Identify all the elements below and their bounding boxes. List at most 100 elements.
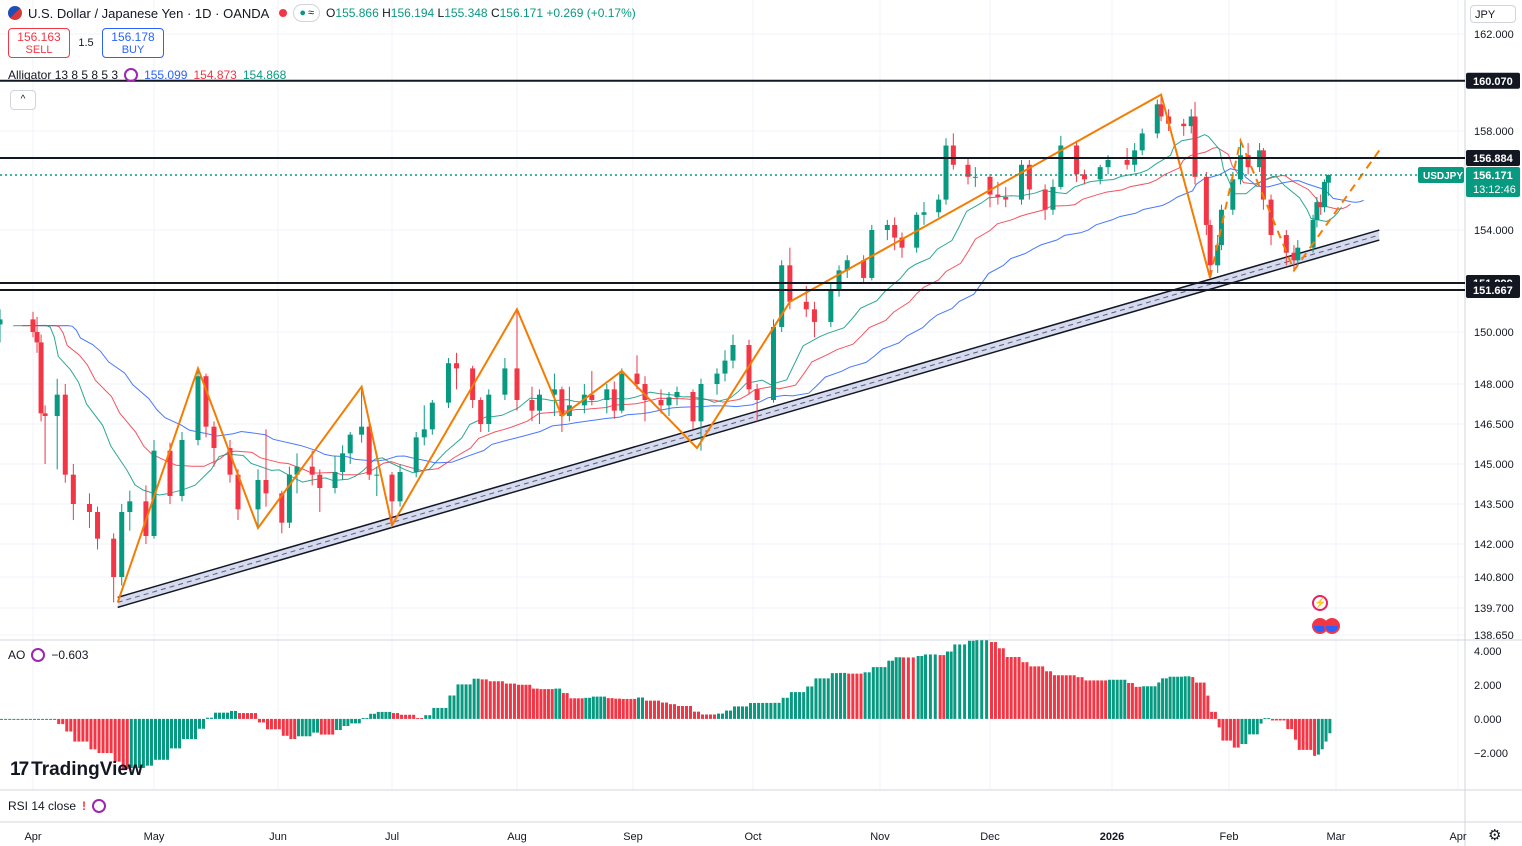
ao-bar	[121, 718, 125, 769]
candle-body	[551, 389, 557, 395]
ao-settings-icon[interactable]	[31, 648, 46, 662]
level-tag-label: 160.070	[1473, 76, 1513, 88]
ao-bar	[1293, 718, 1297, 740]
gear-icon[interactable]: ⚙	[1488, 827, 1502, 844]
ao-bar	[1092, 680, 1096, 719]
lightning-icon[interactable]: ⚡	[1312, 595, 1328, 611]
ao-bar	[584, 697, 588, 719]
candle-body	[666, 397, 672, 406]
ao-bar	[308, 718, 312, 737]
sell-button[interactable]: 156.163 SELL	[8, 28, 70, 58]
ao-bar	[0, 718, 3, 720]
indicator-settings-icon[interactable]	[124, 68, 139, 82]
ao-bar	[871, 667, 875, 719]
ao-bar	[512, 683, 516, 719]
ao-bar	[105, 718, 109, 754]
ao-bar	[753, 702, 757, 719]
candle-body	[836, 270, 842, 290]
open-label: O	[326, 6, 336, 20]
ao-bar	[1009, 657, 1013, 719]
alligator-lips-line	[13, 134, 1343, 496]
ao-bar	[335, 718, 338, 731]
ao-bar	[625, 698, 629, 719]
ao-bar	[633, 698, 637, 719]
candle-body	[332, 472, 338, 488]
ao-bar	[508, 683, 512, 719]
ao-bar	[573, 698, 577, 719]
ao-bar	[182, 718, 185, 740]
time-axis[interactable]: Apr May Jun Jul Aug Sep Oct Nov Dec 2026 Feb Mar Apr	[24, 831, 1466, 843]
ao-bar	[61, 718, 65, 725]
rsi-legend[interactable]: RSI 14 close !	[8, 799, 107, 813]
ao-bar	[137, 718, 141, 769]
ao-bar	[97, 718, 101, 754]
ao-bar	[1025, 662, 1029, 719]
symbol-title[interactable]: U.S. Dollar / Japanese Yen · 1D · OANDA	[28, 5, 270, 21]
candle-body	[1237, 155, 1243, 180]
alligator-legend[interactable]: Alligator 13 8 5 8 5 3 155.099 154.873 1…	[8, 68, 286, 82]
collapse-legend-button[interactable]: ^	[10, 90, 36, 110]
ao-bar	[198, 718, 201, 729]
ao-bar	[531, 688, 535, 719]
data-status-pill[interactable]: ● ≈	[293, 4, 321, 22]
price-axis[interactable]: 162.000 158.000 154.000 150.000 148.000 146.5…	[1474, 29, 1514, 642]
ao-bar	[942, 655, 946, 719]
ao-bar	[238, 713, 241, 719]
ao-bar	[1100, 680, 1104, 719]
ao-bar	[580, 698, 584, 719]
ao-bar	[354, 718, 357, 724]
candle-body	[1188, 116, 1194, 127]
currency-selector[interactable]: JPY	[1470, 5, 1516, 23]
ao-legend[interactable]: AO −0.603	[8, 648, 88, 662]
ao-bar	[350, 718, 354, 724]
ao-bar	[839, 672, 843, 719]
us-flag-icon[interactable]	[1324, 618, 1340, 634]
ao-bar	[653, 700, 656, 719]
ao-bar	[218, 712, 221, 719]
ao-bar	[701, 714, 704, 719]
rsi-settings-icon[interactable]	[92, 799, 107, 813]
candle-body	[811, 309, 817, 322]
ao-bar	[953, 644, 957, 719]
candle-body	[1154, 104, 1160, 134]
ao-bar	[975, 640, 979, 719]
candle-body	[366, 426, 372, 475]
trade-panel: 156.163 SELL 1.5 156.178 BUY	[8, 28, 164, 58]
market-status-icon[interactable]	[279, 9, 288, 17]
ao-bar	[657, 700, 660, 719]
ao-bar	[1005, 657, 1009, 719]
ao-bar	[911, 657, 915, 719]
ao-bar	[1130, 682, 1134, 719]
tradingview-logo[interactable]: 17 TradingView	[10, 759, 143, 781]
ohlc-values: O155.866 H156.194 L155.348 C156.171 +0.2…	[326, 6, 636, 20]
channel-mid-line	[117, 234, 1380, 603]
ao-bar	[834, 673, 838, 719]
rsi-alert-icon[interactable]: !	[82, 799, 87, 813]
price-tick-label: 148.000	[1474, 379, 1514, 391]
candle-body	[1207, 224, 1213, 266]
ao-bar	[1064, 675, 1068, 719]
ao-bar	[1149, 686, 1153, 719]
candle-body	[279, 493, 285, 523]
ao-bar	[765, 702, 769, 719]
ao-bar	[721, 713, 724, 719]
ao-bar	[468, 684, 472, 719]
candle-body	[374, 474, 380, 476]
ao-bar	[773, 702, 777, 719]
ao-bar	[440, 707, 444, 719]
candle-body	[445, 363, 451, 403]
ao-bar	[665, 702, 668, 719]
ao-bar	[985, 640, 989, 719]
ao-bar	[757, 702, 761, 719]
ao-axis[interactable]: 4.000 2.000 0.000 −2.000	[1474, 646, 1508, 760]
ao-bar	[400, 714, 404, 719]
buy-button[interactable]: 156.178 BUY	[102, 28, 164, 58]
ao-bar	[1060, 675, 1064, 719]
candle-body	[167, 450, 173, 496]
time-tick-label: Oct	[744, 831, 761, 843]
ao-bar	[749, 702, 752, 719]
candle-body	[921, 212, 927, 215]
ao-bar	[504, 683, 508, 719]
ao-bar	[174, 718, 177, 749]
